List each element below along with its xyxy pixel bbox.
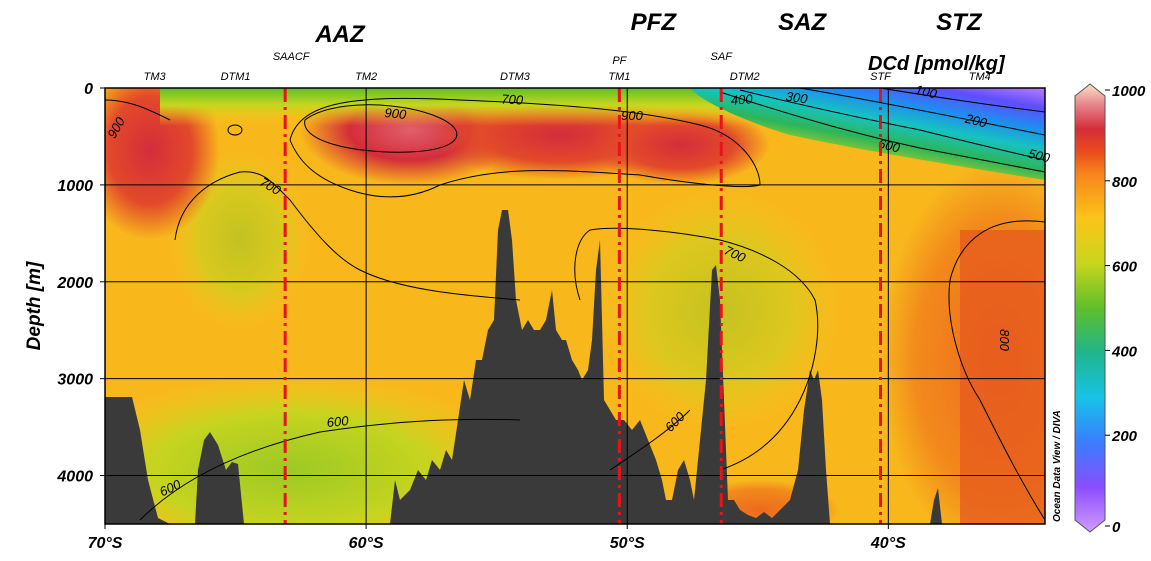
x-tick-label: 70°S [88,535,123,552]
y-tick-label: 2000 [56,275,93,292]
zone-label: AAZ [314,21,366,48]
x-axis: 70°S 60°S 50°S 40°S [88,524,906,552]
contour-label: 900 [621,108,643,123]
contour-label: 600 [877,136,902,156]
y-tick-label: 1000 [57,178,93,195]
contour-label: 600 [326,413,350,430]
x-tick-label: 40°S [870,535,906,552]
colorbar-tick-label: 1000 [1112,83,1146,100]
colorbar-tick-label: 400 [1111,343,1138,360]
front-label: STF [870,71,892,83]
contour-label: 100 [914,82,939,102]
station-labels: TM3 DTM1 TM2 DTM3 TM1 DTM2 TM4 [144,71,991,83]
zone-label: PFZ [631,9,678,36]
y-tick-label: 3000 [57,372,93,389]
zone-label: SAZ [778,9,827,36]
y-tick-label: 0 [84,81,93,98]
station-label: TM4 [969,71,991,83]
contour-label: 700 [501,91,524,107]
colorbar-ticks: 0 200 400 600 800 1000 [1105,83,1146,536]
colorbar: 0 200 400 600 800 1000 [1074,83,1146,536]
x-tick-label: 50°S [610,535,645,552]
contour-lines [104,87,1046,521]
front-label: PF [612,55,627,67]
zone-label: STZ [936,9,983,36]
front-label: SAF [711,51,734,63]
credit-label: Ocean Data View / DIVA [1052,410,1063,522]
colorbar-tick-label: 200 [1111,428,1138,445]
station-label: TM2 [355,71,377,83]
plot-frame [104,87,1046,525]
station-label: DTM1 [221,71,251,83]
y-axis-label: Depth [m] [24,261,45,350]
station-label: TM1 [608,71,630,83]
contour-label: 900 [384,105,408,122]
chart-title: DCd [pmol/kg] [868,53,1006,75]
station-label: DTM2 [730,71,760,83]
station-label: TM3 [144,71,167,83]
station-label: DTM3 [500,71,531,83]
colorbar-tick-label: 600 [1112,259,1138,276]
contour-label: 400 [730,91,753,108]
contour-label: 300 [785,89,809,107]
y-axis: 0 1000 2000 3000 4000 [56,81,105,486]
front-labels: SAACF PF SAF STF [273,51,892,83]
colorbar-bar [1074,83,1106,533]
zone-labels: AAZ PFZ SAZ STZ [314,9,983,48]
front-lines [283,88,882,524]
contour-label: 200 [963,110,989,130]
colorbar-tick-label: 800 [1112,174,1138,191]
contour-label: 500 [1027,146,1052,166]
y-tick-label: 4000 [56,469,93,486]
front-label: SAACF [273,51,311,63]
contour-label: 800 [997,329,1012,351]
colorbar-tick-label: 0 [1112,519,1121,536]
x-tick-label: 60°S [349,535,384,552]
seafloor [105,210,1045,524]
